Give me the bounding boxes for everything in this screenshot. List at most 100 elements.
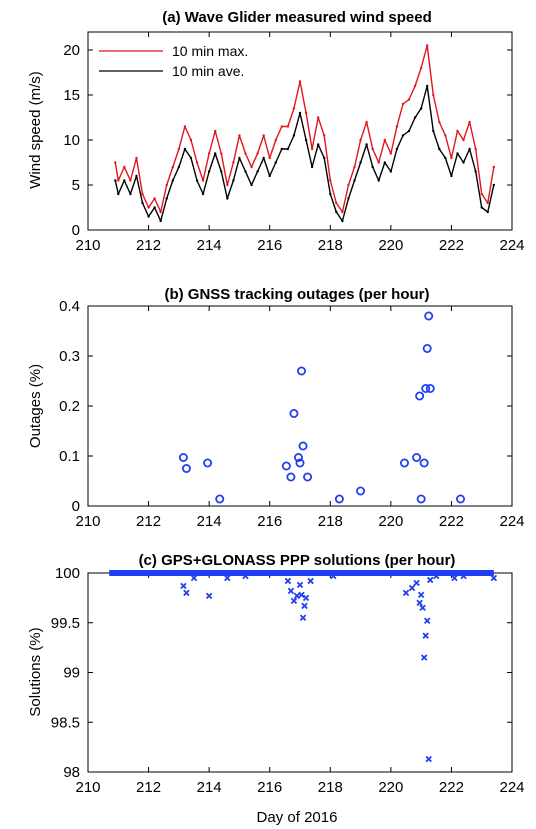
outage-point <box>416 494 426 504</box>
data-point-max <box>377 161 380 164</box>
outage-point <box>298 441 308 451</box>
data-point-max <box>304 111 308 115</box>
data-point-ave <box>329 192 332 196</box>
outage-point <box>334 494 344 504</box>
outage-point <box>178 452 188 462</box>
data-point-max <box>407 98 411 101</box>
panel-b-ytick-label: 0.4 <box>59 298 80 315</box>
data-point-ave <box>316 143 320 146</box>
solution-point <box>307 577 314 585</box>
data-point-ave <box>468 147 471 151</box>
solution-point <box>287 587 295 595</box>
outage-point <box>399 458 409 468</box>
solution-point <box>299 614 307 622</box>
panel-a-frame <box>87 31 513 231</box>
outage-point <box>415 391 425 401</box>
data-point-max <box>480 192 483 196</box>
data-point-ave <box>413 116 417 119</box>
data-point-ave <box>195 179 199 182</box>
data-point-max <box>226 183 229 187</box>
panel-c-ylabel: Solutions (%) <box>27 627 44 716</box>
solution-point <box>490 574 498 582</box>
data-point-ave <box>371 165 374 169</box>
outage-point <box>203 458 213 468</box>
outage-point <box>424 311 434 321</box>
panel-b-title: (b) GNSS tracking outages (per hour) <box>164 286 429 303</box>
data-point-max <box>456 129 459 133</box>
data-point-max <box>419 66 423 70</box>
solution-point <box>451 574 458 582</box>
data-point-ave <box>292 134 296 137</box>
data-point-max <box>250 165 253 169</box>
data-point-max <box>438 120 441 124</box>
data-point-ave <box>238 156 241 160</box>
panel-a-ytick-label: 15 <box>63 87 80 104</box>
data-point-max <box>359 138 362 142</box>
data-point-ave <box>341 219 344 223</box>
data-point-max <box>195 161 199 164</box>
data-point-max <box>395 125 399 128</box>
data-point-max <box>468 120 471 124</box>
panel-a-xtick-label: 216 <box>257 237 282 254</box>
panel-b-frame <box>87 305 513 507</box>
data-point-ave <box>480 206 483 209</box>
solution-point <box>419 604 426 612</box>
data-point-ave <box>214 152 217 155</box>
data-point-ave <box>310 165 314 169</box>
panel-a-ylabel: Wind speed (m/s) <box>27 71 44 189</box>
solution-point <box>433 572 440 580</box>
gnss-outages-panel: (b) GNSS tracking outages (per hour) Out… <box>27 286 525 530</box>
data-point-ave <box>462 161 465 164</box>
series-line-max <box>114 44 495 213</box>
data-point-max <box>220 152 223 155</box>
ppp-solutions-panel: (c) GPS+GLONASS PPP solutions (per hour)… <box>27 552 525 826</box>
outage-point <box>215 494 225 504</box>
solution-point <box>408 584 416 592</box>
outage-point <box>422 343 432 353</box>
solution-point <box>242 572 249 580</box>
data-point-max <box>310 147 314 151</box>
data-point-max <box>474 147 477 151</box>
panel-a-xtick-label: 220 <box>378 237 403 254</box>
panel-c-ytick-label: 99 <box>63 665 80 682</box>
data-point-max <box>292 107 296 110</box>
panel-a-xtick-label: 224 <box>499 237 524 254</box>
data-point-ave <box>286 147 290 151</box>
panel-c-xtick-label: 220 <box>378 779 403 796</box>
data-point-ave <box>486 210 489 214</box>
solution-point <box>417 591 425 599</box>
panel-b-xtick-label: 218 <box>318 513 343 530</box>
panel-a-xtick-label: 222 <box>439 237 464 254</box>
panel-b-ytick-label: 0.3 <box>59 348 80 365</box>
data-point-ave <box>444 156 447 160</box>
data-point-max <box>316 116 320 119</box>
data-point-max <box>413 84 417 88</box>
panel-a-title: (a) Wave Glider measured wind speed <box>162 9 432 26</box>
legend-ave-label: 10 min ave. <box>172 63 244 79</box>
solution-point <box>423 617 431 624</box>
data-point-max <box>238 134 241 137</box>
data-point-ave <box>298 111 302 115</box>
panel-b-ylabel: Outages (%) <box>27 364 44 448</box>
data-point-max <box>426 44 429 47</box>
data-point-max <box>335 201 338 205</box>
panel-c-xtick-label: 212 <box>136 779 161 796</box>
solution-point <box>183 589 190 597</box>
data-point-max <box>347 183 350 187</box>
data-point-max <box>129 179 132 182</box>
data-point-ave <box>165 197 168 200</box>
panel-b-xtick-label: 224 <box>499 513 524 530</box>
panel-c-ytick-label: 98 <box>63 764 80 781</box>
solution-point <box>190 574 198 582</box>
data-point-ave <box>450 174 453 178</box>
panel-b-ytick-label: 0 <box>72 498 80 515</box>
data-point-ave <box>304 138 308 142</box>
data-point-max <box>201 179 205 182</box>
panel-a-ytick-label: 10 <box>63 132 80 149</box>
data-point-max <box>135 156 138 160</box>
data-point-max <box>401 102 405 106</box>
data-point-ave <box>250 183 253 187</box>
data-point-max <box>353 165 356 169</box>
solution-point <box>180 582 187 590</box>
panel-a-ytick-label: 5 <box>72 177 80 194</box>
